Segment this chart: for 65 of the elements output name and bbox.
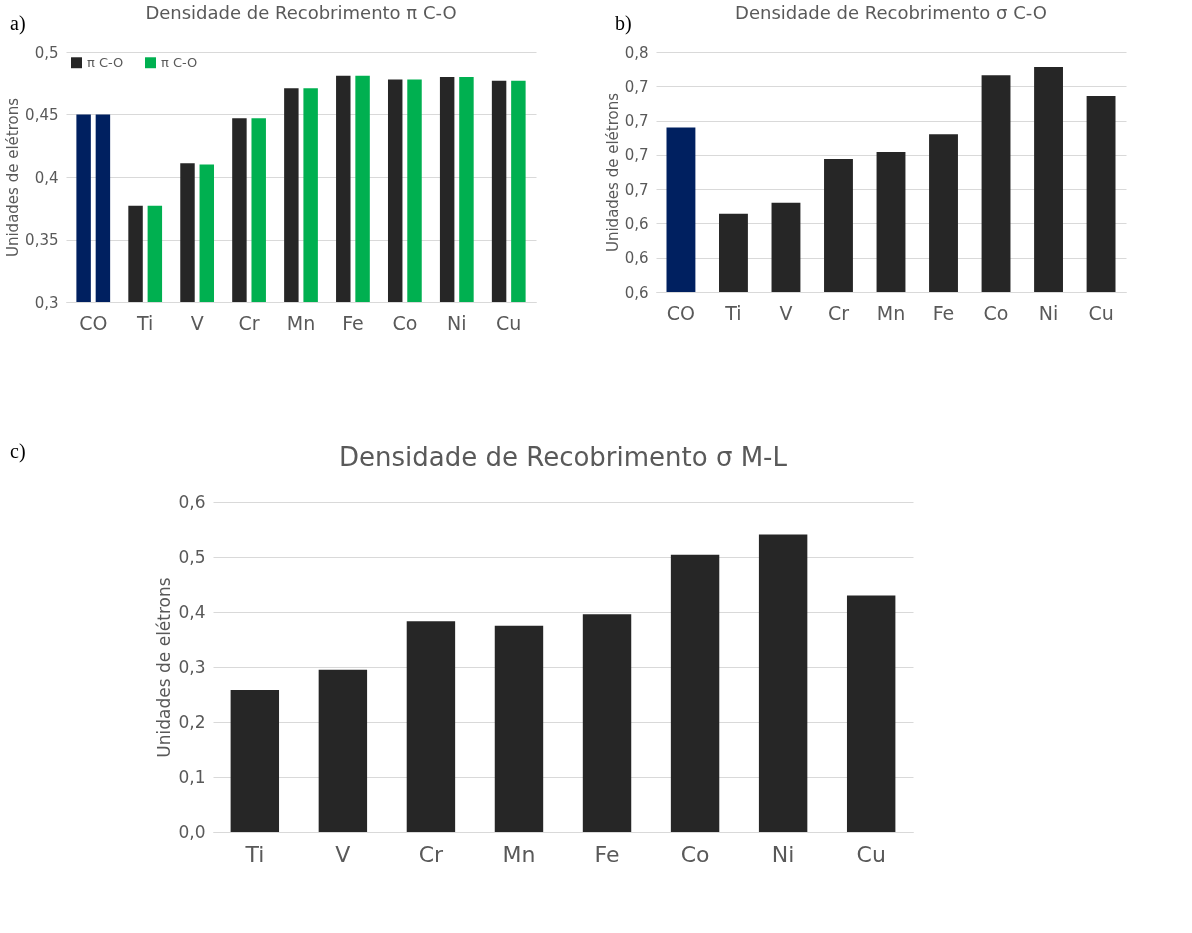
y-tick-label: 0,3 [34,293,59,312]
chart-title: Densidade de Recobrimento σ C-O [735,2,1047,23]
y-tick-label: 0,6 [624,214,649,233]
x-tick-label: Co [392,311,418,334]
x-tick-label: CO [79,311,108,334]
y-tick-label: 0,4 [34,168,59,187]
x-tick-label: Ni [771,841,795,867]
text: b) [615,12,632,35]
bar [494,625,544,832]
y-tick-label: 0,6 [178,491,206,512]
x-tick-label: Ti [136,311,154,334]
x-tick-label: Ti [724,301,742,324]
bar [318,669,368,832]
x-tick-label: Cr [238,311,260,334]
x-tick-label: Mn [876,301,906,324]
x-tick-label: Fe [594,841,620,867]
x-tick-label: V [190,311,204,334]
y-tick-label: 0,1 [178,766,206,787]
y-tick-label: 0,6 [624,283,649,302]
y-tick-label: 0,35 [25,231,59,249]
x-tick-label: Ni [1038,301,1059,324]
y-tick-label: 0,6 [624,249,649,268]
x-tick-label: Ti [244,841,265,867]
x-tick-label: Fe [932,301,955,324]
x-tick-label: Cu [856,841,886,867]
text: c) [10,440,26,463]
bar [406,621,456,832]
x-tick-label: Co [983,301,1009,324]
chart-title: Densidade de Recobrimento σ M-L [339,442,788,472]
bar [670,554,720,832]
x-tick-label: Cu [1088,301,1114,324]
bar [582,614,632,832]
text: a) [10,12,26,35]
x-tick-label: Cr [827,301,850,324]
bar [758,534,808,832]
legend-label: π C-O [87,54,124,70]
y-tick-label: 0,2 [178,711,206,732]
x-tick-label: CO [666,301,696,324]
bar [230,690,280,832]
y-tick-label: 0,7 [624,77,649,96]
x-tick-label: Fe [342,311,364,334]
y-axis-title: Unidades de elétrons [154,577,175,758]
x-tick-label: Cu [496,311,522,334]
x-tick-label: Co [680,841,710,867]
y-axis-title: Unidades de elétrons [4,97,23,258]
x-tick-label: Ni [447,311,467,334]
chart-title: Densidade de Recobrimento π C-O [145,2,457,23]
x-tick-label: Cr [418,841,445,867]
y-tick-label: 0,0 [178,821,206,842]
y-tick-label: 0,4 [178,601,206,622]
bar [846,595,896,832]
y-tick-label: 0,8 [624,43,649,62]
y-axis-title: Unidades de elétrons [603,92,622,253]
y-tick-label: 0,7 [624,180,649,199]
legend-label: π C-O [161,54,198,70]
x-tick-label: Mn [502,841,536,867]
y-tick-label: 0,7 [624,146,649,165]
y-tick-label: 0,3 [178,656,206,677]
x-tick-label: V [779,301,793,324]
y-tick-label: 0,5 [178,546,206,567]
y-tick-label: 0,7 [624,112,649,131]
x-tick-label: V [335,841,351,867]
x-tick-label: Mn [286,311,316,334]
y-tick-label: 0,45 [25,106,59,124]
y-tick-label: 0,5 [34,43,59,62]
